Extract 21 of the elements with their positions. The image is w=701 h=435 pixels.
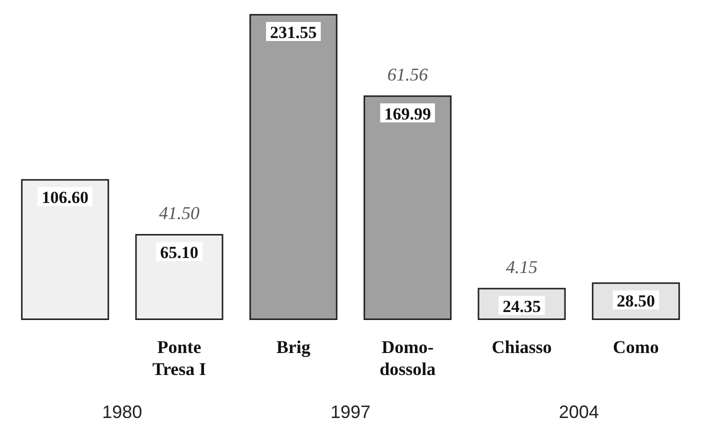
x-tick-label: Como	[612, 337, 659, 357]
bar	[249, 14, 338, 320]
data-label: 28.50	[616, 291, 656, 310]
x-tick-label: Brig	[276, 337, 310, 357]
data-label: 231.55	[270, 23, 317, 42]
data-label: 24.35	[502, 296, 541, 316]
x-tick-label: Domo- dossola	[380, 337, 436, 379]
annotation: 4.15	[506, 256, 538, 277]
data-label: 169.99	[384, 104, 431, 124]
bar	[135, 234, 224, 320]
text: 1980	[102, 402, 142, 422]
x-tick-label: Ponte Tresa I	[152, 337, 206, 379]
annotation: 41.50	[159, 202, 200, 223]
x-tick-label: Chiasso	[492, 337, 552, 357]
annotation: 61.56	[387, 64, 428, 84]
bar	[21, 179, 110, 320]
text: 1997	[330, 402, 371, 422]
data-label: 65.10	[160, 242, 198, 262]
bar	[364, 95, 452, 320]
text: 2004	[558, 402, 599, 422]
data-label: 106.60	[42, 188, 88, 208]
